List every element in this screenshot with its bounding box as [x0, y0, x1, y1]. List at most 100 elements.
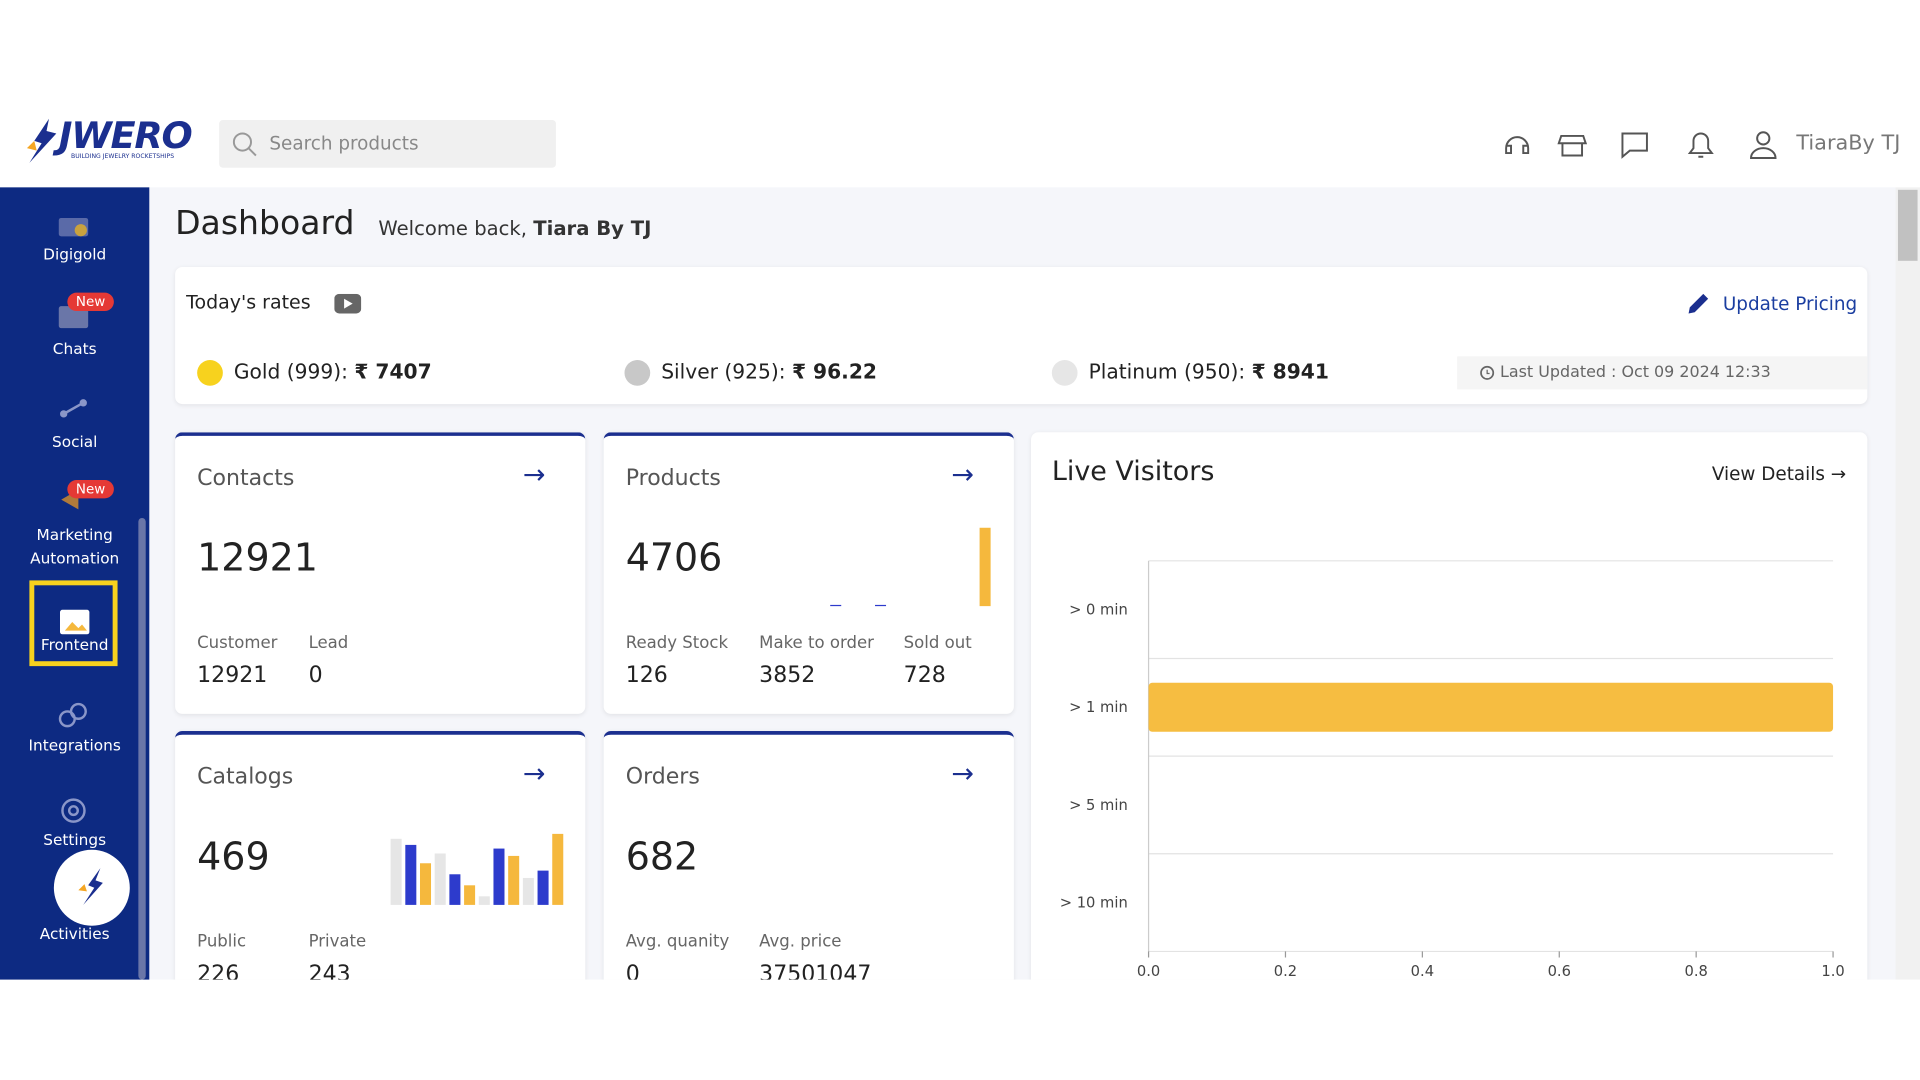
kpi-card[interactable]: Contacts → 12921 Customer 12921 Lead 0 [175, 432, 586, 714]
view-details-text: View Details [1711, 462, 1825, 485]
logo-icon [26, 118, 57, 163]
sidebar-item[interactable]: Chats [52, 339, 97, 358]
new-badge: New [67, 292, 114, 312]
support-icon[interactable] [1505, 136, 1530, 155]
card-value: 12921 [197, 536, 318, 581]
search-placeholder: Search products [269, 132, 419, 155]
kpi-card[interactable]: Catalogs → 469 Public 226 Private 243 [175, 731, 586, 980]
rate: Gold (999): ₹ 7407 [234, 360, 432, 383]
card-value: 682 [625, 835, 699, 880]
stat-label: Private [308, 931, 367, 952]
update-pricing[interactable]: Update Pricing [1722, 292, 1858, 315]
scrollbar [1895, 187, 1920, 980]
stat-value: 226 [197, 961, 240, 980]
page-title: Dashboard [175, 204, 355, 243]
rate-value: ₹ 8941 [1251, 360, 1329, 384]
rates-card: Today's rates Update Pricing Gold (999):… [175, 266, 1868, 405]
edit-icon [1688, 293, 1709, 314]
live-visitors-card: Live Visitors View Details → 0.0 0.2 0.4 0.… [1031, 432, 1868, 980]
user-name[interactable]: TiaraBy TJ [1796, 131, 1901, 156]
sidebar-item[interactable]: Social [52, 432, 98, 451]
sidebar-item[interactable]: Integrations [28, 735, 121, 755]
spark-bar [449, 874, 461, 905]
stat-label: Make to order [759, 633, 874, 653]
rate: Platinum (950): ₹ 8941 [1089, 360, 1329, 383]
sidebar-item[interactable]: Marketing Automation [30, 525, 120, 567]
video-icon[interactable] [334, 293, 362, 314]
spark-bar [875, 604, 887, 607]
spark-bar [979, 527, 991, 607]
stat-label: Customer [197, 633, 278, 653]
bar [1148, 682, 1834, 732]
spark-bar [552, 833, 564, 905]
x-tick-label: 0.8 [1684, 963, 1707, 980]
card-title: Products [625, 465, 721, 492]
stat-label: Lead [308, 633, 349, 653]
logo-tagline: BUILDING JEWELRY ROCKETSHIPS [71, 153, 175, 161]
bell-icon[interactable] [1687, 132, 1714, 158]
spark-bar [537, 870, 549, 905]
y-tick-label: > 10 min [1060, 895, 1128, 912]
spark-bar [434, 853, 446, 905]
last-updated-box: Last Updated : Oct 09 2024 12:33 [1457, 356, 1868, 390]
chart: 0.0 0.2 0.4 0.6 0.8 1.0 > 0 min > 1 min > 5 min >… [1060, 560, 1845, 980]
card-value: 4706 [625, 536, 723, 581]
spark-bar [464, 885, 476, 905]
spark-bar [478, 896, 490, 905]
rate-label: Platinum (950): [1088, 360, 1246, 384]
rate-value: ₹ 96.22 [791, 360, 877, 384]
stat-value: 37501047 [759, 961, 872, 980]
stat-label: Avg. quanity [625, 931, 730, 952]
main: Dashboard Welcome back, Tiara By TJ Toda… [149, 187, 1896, 980]
spark-bar [522, 877, 534, 905]
rate-dot [197, 360, 223, 386]
sidebar-item[interactable]: Digigold [43, 244, 107, 264]
sparkline [830, 527, 991, 607]
logo: JWERO [58, 115, 193, 158]
stat-label: Ready Stock [625, 633, 729, 653]
user-icon[interactable] [1756, 131, 1771, 146]
kpi-card[interactable]: Orders → 682 Avg. quanity 0 Avg. price 3750104… [603, 731, 1014, 980]
card-arrow[interactable]: → [951, 759, 975, 790]
y-tick-label: > 1 min [1069, 699, 1128, 716]
sidebar-item[interactable]: Activities [39, 924, 110, 943]
sparkline [390, 833, 564, 905]
sidebar-item[interactable]: Frontend [40, 635, 109, 654]
x-tick-label: 0.6 [1548, 963, 1571, 980]
rate-label: Gold (999): [233, 360, 348, 384]
card-title: Orders [625, 764, 700, 790]
spark-bar [493, 848, 505, 905]
spark-bar [420, 863, 432, 905]
rate: Silver (925): ₹ 96.22 [661, 360, 877, 383]
rates-title: Today's rates [186, 291, 311, 314]
search-icon [232, 132, 257, 157]
store-icon[interactable] [1557, 134, 1588, 157]
spark-bar [508, 855, 520, 905]
rate-dot [1051, 360, 1078, 386]
spark-bar [405, 844, 417, 905]
welcome: Welcome back, Tiara By TJ [378, 217, 651, 240]
new-badge: New [67, 480, 114, 499]
rate-label: Silver (925): [661, 360, 786, 384]
sidebar: Digigold Chats New Social Marketing Automati… [0, 187, 150, 980]
kpi-card[interactable]: Products → 4706 Ready Stock 126 Make to order… [603, 432, 1014, 714]
history-icon [1480, 365, 1495, 380]
search-box[interactable]: Search products [219, 120, 556, 168]
card-arrow[interactable]: → [951, 460, 975, 492]
stat-value: 12921 [197, 662, 268, 689]
y-tick-label: > 0 min [1069, 602, 1128, 619]
card-value: 469 [197, 835, 270, 880]
header-icons [1505, 131, 1777, 159]
x-tick-label: 0.4 [1411, 963, 1434, 980]
stat-value: 243 [308, 961, 351, 980]
x-tick-label: 1.0 [1821, 963, 1844, 980]
x-tick-label: 0.0 [1137, 963, 1160, 980]
card-arrow[interactable]: → [522, 460, 546, 492]
view-details[interactable]: View Details → [1711, 462, 1847, 485]
card-arrow[interactable]: → [522, 759, 546, 790]
scroll-thumb[interactable] [1897, 189, 1918, 261]
stat-value: 728 [903, 662, 946, 689]
chat-icon[interactable] [1621, 132, 1648, 159]
sidebar-item[interactable]: Settings [43, 830, 107, 849]
